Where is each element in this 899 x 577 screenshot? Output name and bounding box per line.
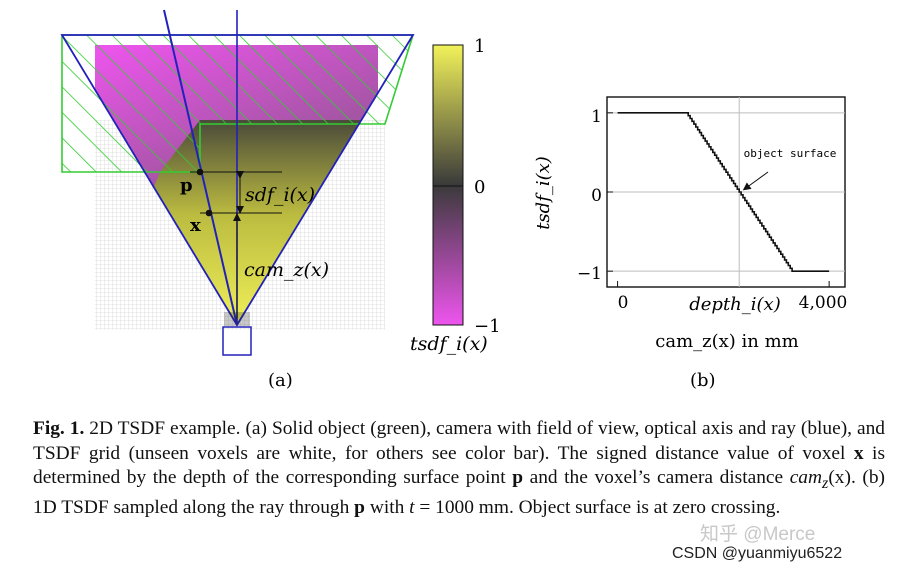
caption-cam-sub: z [822, 474, 829, 492]
colorbar-title: tsdf_i(x) [410, 333, 488, 355]
camera-icon [222, 326, 252, 356]
y-tick-1: 1 [591, 107, 602, 127]
caption-fig-label: Fig. 1. [33, 418, 85, 439]
colorbar-mid-label: 0 [474, 177, 485, 198]
caption-t-var: t [409, 497, 415, 519]
x-axis-label: cam_z(x) in mm [655, 331, 799, 352]
depth-tick-label: depth_i(x) [689, 294, 780, 315]
caption-cam: cam [789, 467, 823, 488]
x-tick-0: 0 [618, 293, 629, 313]
sdf-label: sdf_i(x) [245, 184, 315, 206]
figure-caption: Fig. 1. 2D TSDF example. (a) Solid objec… [33, 417, 885, 521]
point-p-marker [196, 168, 204, 176]
annotation-object-line1: object surface [744, 147, 837, 160]
caption-point-p: p [512, 467, 524, 488]
plot-area [607, 97, 845, 287]
ray [163, 9, 238, 326]
point-x-label: x [190, 215, 201, 236]
annotation-arrow [742, 171, 769, 191]
y-axis-label: tsdf_i(x) [533, 156, 554, 230]
y-tick-neg1: −1 [577, 264, 602, 284]
cam-label: cam_z(x) [244, 259, 329, 281]
tsdf-series-line [617, 112, 830, 272]
y-tick-0: 0 [591, 186, 602, 206]
caption-text-4: . (b) 1D TSDF sampled along the ray thro… [33, 467, 885, 519]
panel-b: 1 0 −1 0 4,000 depth_i(x) cam_z(x) in mm… [533, 96, 848, 391]
panel-a: p x sdf_i(x) cam_z(x) 1 0 −1 tsdf_i(x) (… [60, 9, 501, 391]
colorbar-bottom-label: −1 [474, 316, 501, 337]
zhihu-watermark: 知乎 @Merce [700, 524, 816, 545]
figure-canvas: p x sdf_i(x) cam_z(x) 1 0 −1 tsdf_i(x) (… [60, 9, 848, 391]
colorbar [432, 44, 464, 326]
caption-cam-arg: (x) [828, 467, 851, 488]
caption-text-5: with [364, 497, 410, 519]
panel-a-label: (a) [268, 370, 293, 391]
caption-text-2: is determined by the depth of the corres… [33, 442, 885, 489]
caption-point-p-2: p [354, 497, 365, 519]
x-tick-4000: 4,000 [799, 293, 848, 313]
camera-lens-icon [224, 312, 250, 326]
panel-b-label: (b) [690, 370, 716, 391]
point-x-marker [205, 209, 213, 217]
csdn-watermark: CSDN @yuanmiyu6522 [672, 545, 843, 562]
caption-text-6: = 1000 mm. Object surface is at zero cro… [414, 497, 781, 519]
colorbar-top-label: 1 [474, 36, 485, 57]
caption-text-1: 2D TSDF example. (a) Solid object (green… [33, 418, 886, 464]
caption-voxel-x: x [853, 442, 864, 464]
point-p-label: p [180, 175, 193, 196]
caption-text-3: and the voxel’s camera distance [523, 467, 790, 488]
